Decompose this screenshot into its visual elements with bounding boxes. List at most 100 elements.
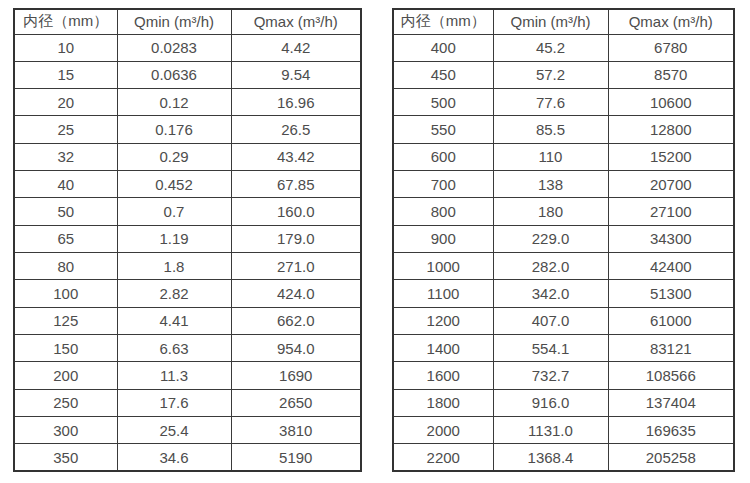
inner-diameter-mm-cell: 1400 xyxy=(393,334,493,361)
inner-diameter-mm-cell: 10 xyxy=(14,34,117,61)
table-row: 250.17626.5 xyxy=(14,116,361,143)
qmin-m3h-cell: 34.6 xyxy=(117,444,231,471)
qmax-m3h-cell: 160.0 xyxy=(231,198,361,225)
qmin-m3h-cell: 57.2 xyxy=(493,61,608,88)
table-row: 70013820700 xyxy=(393,171,734,198)
table-row: 35034.65190 xyxy=(14,444,361,471)
qmin-m3h-cell: 1368.4 xyxy=(493,444,608,471)
header-inner-diameter: 内径（mm） xyxy=(14,9,117,34)
qmax-m3h-cell: 27100 xyxy=(608,198,734,225)
inner-diameter-mm-cell: 1000 xyxy=(393,253,493,280)
qmin-m3h-cell: 45.2 xyxy=(493,34,608,61)
table-body: 40045.2678045057.2857050077.61060055085.… xyxy=(393,34,734,471)
table-row: 25017.62650 xyxy=(14,389,361,416)
header-qmin: Qmin (m³/h) xyxy=(493,9,608,34)
inner-diameter-mm-cell: 1800 xyxy=(393,389,493,416)
table-row: 1254.41662.0 xyxy=(14,307,361,334)
table-row: 150.06369.54 xyxy=(14,61,361,88)
qmin-m3h-cell: 17.6 xyxy=(117,389,231,416)
inner-diameter-mm-cell: 550 xyxy=(393,116,493,143)
qmin-m3h-cell: 0.7 xyxy=(117,198,231,225)
qmin-m3h-cell: 2.82 xyxy=(117,280,231,307)
qmax-m3h-cell: 16.96 xyxy=(231,89,361,116)
inner-diameter-mm-cell: 500 xyxy=(393,89,493,116)
qmax-m3h-cell: 51300 xyxy=(608,280,734,307)
qmin-m3h-cell: 342.0 xyxy=(493,280,608,307)
qmin-m3h-cell: 282.0 xyxy=(493,253,608,280)
inner-diameter-mm-cell: 300 xyxy=(14,416,117,443)
table-row: 1200407.061000 xyxy=(393,307,734,334)
qmax-m3h-cell: 3810 xyxy=(231,416,361,443)
flow-spec-table-small-diameters: 内径（mm） Qmin (m³/h) Qmax (m³/h) 100.02834… xyxy=(13,8,362,472)
qmin-m3h-cell: 11.3 xyxy=(117,362,231,389)
table-row: 900229.034300 xyxy=(393,225,734,252)
qmin-m3h-cell: 732.7 xyxy=(493,362,608,389)
inner-diameter-mm-cell: 20 xyxy=(14,89,117,116)
qmax-m3h-cell: 137404 xyxy=(608,389,734,416)
header-qmax: Qmax (m³/h) xyxy=(231,9,361,34)
qmax-m3h-cell: 61000 xyxy=(608,307,734,334)
flow-spec-table-large-diameters: 内径（mm） Qmin (m³/h) Qmax (m³/h) 40045.267… xyxy=(392,8,735,472)
header-row: 内径（mm） Qmin (m³/h) Qmax (m³/h) xyxy=(14,9,361,34)
inner-diameter-mm-cell: 450 xyxy=(393,61,493,88)
table-row: 320.2943.42 xyxy=(14,143,361,170)
qmax-m3h-cell: 108566 xyxy=(608,362,734,389)
qmax-m3h-cell: 9.54 xyxy=(231,61,361,88)
table-row: 1600732.7108566 xyxy=(393,362,734,389)
qmax-m3h-cell: 20700 xyxy=(608,171,734,198)
qmax-m3h-cell: 26.5 xyxy=(231,116,361,143)
qmax-m3h-cell: 8570 xyxy=(608,61,734,88)
table-row: 400.45267.85 xyxy=(14,171,361,198)
inner-diameter-mm-cell: 32 xyxy=(14,143,117,170)
qmin-m3h-cell: 0.452 xyxy=(117,171,231,198)
table-row: 1800916.0137404 xyxy=(393,389,734,416)
qmin-m3h-cell: 0.0283 xyxy=(117,34,231,61)
qmax-m3h-cell: 42400 xyxy=(608,253,734,280)
inner-diameter-mm-cell: 2200 xyxy=(393,444,493,471)
qmax-m3h-cell: 179.0 xyxy=(231,225,361,252)
inner-diameter-mm-cell: 1600 xyxy=(393,362,493,389)
table-row: 80018027100 xyxy=(393,198,734,225)
inner-diameter-mm-cell: 400 xyxy=(393,34,493,61)
qmax-m3h-cell: 12800 xyxy=(608,116,734,143)
table-row: 1002.82424.0 xyxy=(14,280,361,307)
qmin-m3h-cell: 25.4 xyxy=(117,416,231,443)
inner-diameter-mm-cell: 1200 xyxy=(393,307,493,334)
qmax-m3h-cell: 83121 xyxy=(608,334,734,361)
table-row: 801.8271.0 xyxy=(14,253,361,280)
table-row: 60011015200 xyxy=(393,143,734,170)
table-row: 200.1216.96 xyxy=(14,89,361,116)
qmin-m3h-cell: 0.176 xyxy=(117,116,231,143)
qmax-m3h-cell: 169635 xyxy=(608,416,734,443)
inner-diameter-mm-cell: 250 xyxy=(14,389,117,416)
table-row: 1400554.183121 xyxy=(393,334,734,361)
inner-diameter-mm-cell: 80 xyxy=(14,253,117,280)
table-row: 40045.26780 xyxy=(393,34,734,61)
table-row: 1506.63954.0 xyxy=(14,334,361,361)
qmax-m3h-cell: 271.0 xyxy=(231,253,361,280)
inner-diameter-mm-cell: 65 xyxy=(14,225,117,252)
header-row: 内径（mm） Qmin (m³/h) Qmax (m³/h) xyxy=(393,9,734,34)
table-row: 22001368.4205258 xyxy=(393,444,734,471)
qmin-m3h-cell: 0.12 xyxy=(117,89,231,116)
header-qmax: Qmax (m³/h) xyxy=(608,9,734,34)
qmax-m3h-cell: 5190 xyxy=(231,444,361,471)
qmax-m3h-cell: 954.0 xyxy=(231,334,361,361)
qmax-m3h-cell: 67.85 xyxy=(231,171,361,198)
table-row: 500.7160.0 xyxy=(14,198,361,225)
inner-diameter-mm-cell: 350 xyxy=(14,444,117,471)
qmin-m3h-cell: 1.19 xyxy=(117,225,231,252)
qmin-m3h-cell: 0.29 xyxy=(117,143,231,170)
table-row: 55085.512800 xyxy=(393,116,734,143)
qmin-m3h-cell: 229.0 xyxy=(493,225,608,252)
table-row: 45057.28570 xyxy=(393,61,734,88)
table-row: 100.02834.42 xyxy=(14,34,361,61)
qmax-m3h-cell: 6780 xyxy=(608,34,734,61)
table-row: 1000282.042400 xyxy=(393,253,734,280)
header-qmin: Qmin (m³/h) xyxy=(117,9,231,34)
qmin-m3h-cell: 85.5 xyxy=(493,116,608,143)
qmax-m3h-cell: 10600 xyxy=(608,89,734,116)
table-header: 内径（mm） Qmin (m³/h) Qmax (m³/h) xyxy=(14,9,361,34)
qmin-m3h-cell: 4.41 xyxy=(117,307,231,334)
table-header: 内径（mm） Qmin (m³/h) Qmax (m³/h) xyxy=(393,9,734,34)
